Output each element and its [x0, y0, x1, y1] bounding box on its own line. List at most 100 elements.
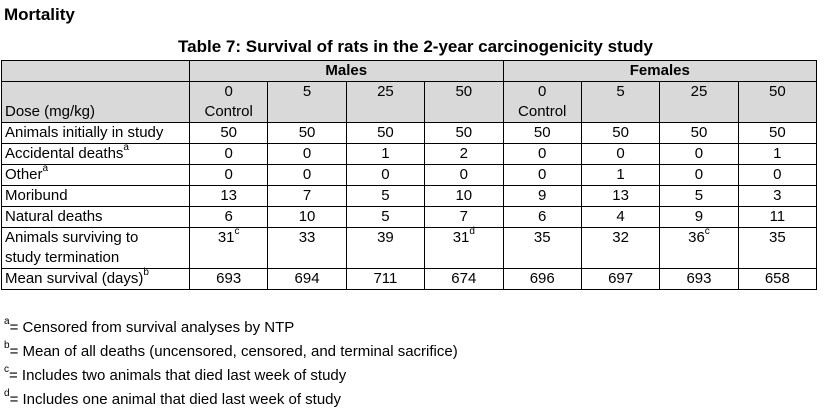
cell-value: 50: [533, 124, 551, 141]
table-cell: 658: [737, 268, 818, 290]
table-cell: 2: [424, 143, 504, 165]
table-row: Othera 0 0 0 0 0 1 0 0: [1, 163, 818, 186]
cell-value: 0: [302, 145, 312, 162]
cell-value: 0: [224, 145, 233, 162]
row-label-text: Other: [5, 166, 43, 183]
cell-value: 36: [688, 229, 705, 246]
survival-table: Males Females Dose (mg/kg) 0 Control 5 25 50…: [1, 60, 818, 290]
row-label: Animals surviving to study termination: [1, 227, 190, 269]
table-cell: 31d: [424, 227, 504, 269]
cell-value: 31: [217, 229, 235, 246]
row-label-text: Moribund: [5, 187, 68, 204]
footnote-marker: a: [4, 316, 10, 327]
table-cell: 0: [188, 164, 269, 186]
footnote-marker: c: [704, 226, 710, 237]
cell-value: 697: [608, 270, 634, 287]
table-cell: 7: [267, 185, 347, 207]
table-cell: 697: [580, 268, 661, 290]
table-cell: 33: [267, 227, 347, 269]
footnote-marker: c: [4, 364, 9, 375]
dose-header-cell: 5: [580, 81, 661, 123]
dose-sublabel: [350, 102, 421, 122]
table-cell: 50: [580, 122, 661, 144]
sex-header-row: Males Females: [1, 60, 818, 82]
table-cell: 50: [188, 122, 269, 144]
table-cell: 35: [502, 227, 582, 269]
dose-header-row: Dose (mg/kg) 0 Control 5 25 50 0 Control 5 25 50: [1, 81, 818, 123]
cell-value: 35: [533, 229, 551, 246]
table-cell: 1: [580, 164, 661, 186]
cell-value: 33: [298, 229, 316, 246]
header-blank-cell: [1, 60, 190, 82]
table-cell: 5: [659, 185, 739, 207]
dose-header-cell: 50: [424, 81, 504, 123]
table-cell: 6: [188, 206, 269, 228]
section-heading: Mortality: [4, 5, 75, 24]
table-cell: 5: [345, 206, 426, 228]
cell-value: 50: [220, 124, 238, 141]
cell-value: 3: [773, 187, 782, 204]
cell-value: 4: [616, 208, 625, 225]
table-cell: 50: [502, 122, 582, 144]
cell-value: 50: [769, 124, 786, 141]
cell-value: 9: [694, 208, 704, 225]
cell-value: 674: [451, 270, 477, 287]
row-label: Mean survival (days)b: [1, 268, 190, 290]
dose-header-cell: 5: [267, 81, 347, 123]
cell-value: 5: [381, 187, 390, 204]
table-cell: 696: [502, 268, 582, 290]
dose-header-cell: 0 Control: [502, 81, 582, 123]
cell-value: 1: [773, 145, 782, 162]
table-row: Accidental deathsa 0 0 1 2 0 0 0 1: [1, 142, 818, 165]
cell-value: 32: [612, 229, 629, 246]
table-cell: 1: [737, 143, 818, 165]
table-cell: 0: [659, 164, 739, 186]
cell-value: 1: [381, 145, 390, 162]
table-cell: 0: [345, 164, 426, 186]
cell-value: 50: [298, 124, 316, 141]
row-label-text-line2: study termination: [5, 249, 120, 266]
cell-value: 0: [302, 166, 312, 183]
cell-value: 0: [538, 145, 547, 162]
table-cell: 50: [424, 122, 504, 144]
dose-sublabel: [663, 102, 734, 122]
cell-value: 35: [769, 229, 786, 246]
table-cell: 5: [345, 185, 426, 207]
cell-value: 0: [459, 166, 468, 183]
table-row: Animals surviving to study termination 31c…: [1, 226, 818, 269]
footnote-text: = Censored from survival analyses by NTP: [9, 319, 295, 336]
cell-value: 50: [690, 124, 708, 141]
table-cell: 1: [345, 143, 426, 165]
cell-value: 6: [538, 208, 547, 225]
cell-value: 6: [224, 208, 233, 225]
cell-value: 5: [694, 187, 704, 204]
cell-value: 0: [694, 166, 704, 183]
cell-value: 693: [216, 270, 242, 287]
table-cell: 31c: [188, 227, 269, 269]
table-cell: 0: [424, 164, 504, 186]
dose-header-cell: 0 Control: [188, 81, 269, 123]
footnote-marker: a: [42, 163, 49, 174]
table-cell: 693: [659, 268, 739, 290]
table-cell: 0: [267, 164, 347, 186]
dose-value: 0: [224, 83, 233, 100]
cell-value: 9: [538, 187, 547, 204]
cell-value: 13: [220, 187, 238, 204]
table-cell: 9: [659, 206, 739, 228]
cell-value: 0: [616, 145, 625, 162]
dose-sublabel: Control: [204, 103, 253, 120]
footnote-marker: a: [123, 142, 129, 153]
table-cell: 13: [580, 185, 661, 207]
table-cell: 39: [345, 227, 426, 269]
row-label: Moribund: [1, 185, 190, 207]
table-cell: 0: [737, 164, 818, 186]
cell-value: 50: [377, 124, 394, 141]
cell-value: 50: [612, 124, 629, 141]
dose-value: 5: [302, 83, 312, 100]
cell-value: 0: [538, 166, 547, 183]
dose-sublabel: [428, 102, 499, 122]
row-label-text: Mean survival (days): [5, 270, 144, 287]
table-row: Animals initially in study 50 50 50 50 50 50 50…: [1, 122, 818, 144]
table-cell: 694: [267, 268, 347, 290]
cell-value: 0: [224, 166, 233, 183]
